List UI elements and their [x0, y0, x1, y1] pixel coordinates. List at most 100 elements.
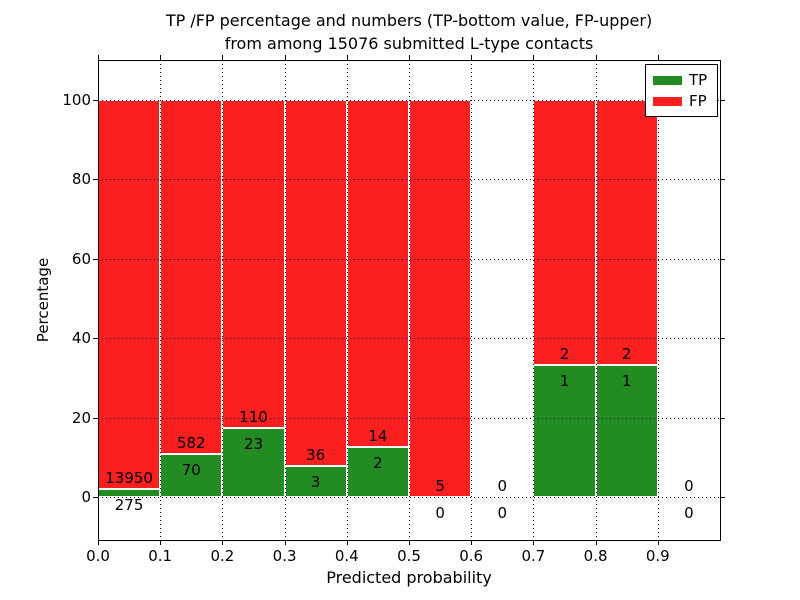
y-tick-80 — [93, 179, 98, 181]
v-gridline-0.9 — [657, 60, 659, 540]
bar-segment-fp-0.2-0.3 — [222, 99, 285, 429]
v-gridline-0.6 — [471, 60, 473, 540]
tp-count-label-0.1-0.2: 70 — [181, 461, 201, 480]
tp-legend-swatch-icon — [653, 75, 682, 85]
x-tick-label-0.2: 0.2 — [210, 547, 235, 565]
y-tick-right-0 — [720, 497, 725, 498]
bar-segment-tp-0.4-0.5 — [346, 447, 409, 497]
y-tick-40 — [93, 338, 98, 340]
bar-segment-tp-0.7-0.8 — [533, 364, 596, 497]
tp-count-label-0.2-0.3: 23 — [243, 435, 264, 454]
y-tick-right-20 — [720, 417, 725, 419]
y-tick-label-60: 60 — [71, 249, 91, 268]
bar-segment-fp-0.1-0.2 — [160, 99, 223, 455]
y-tick-right-60 — [720, 258, 725, 260]
x-tick-top-0.3 — [284, 55, 286, 60]
v-gridline-0.2 — [222, 60, 224, 540]
y-tick-label-20: 20 — [71, 408, 91, 427]
tp-count-label-0.6-0.7: 0 — [497, 504, 508, 522]
x-tick-label-0.0: 0.0 — [86, 547, 110, 565]
fp-count-label-0.0-0.1: 13950 — [105, 469, 153, 488]
y-tick-label-0: 0 — [81, 488, 91, 506]
x-tick-0.1 — [160, 540, 162, 545]
tp-count-label-0.4-0.5: 2 — [373, 454, 383, 473]
tp-count-label-0.0-0.1: 275 — [114, 496, 144, 515]
tp-count-label-0.8-0.9: 1 — [621, 371, 632, 390]
y-tick-label-80: 80 — [71, 170, 91, 189]
fp-count-label-0.1-0.2: 582 — [176, 434, 206, 453]
x-tick-0.7 — [533, 540, 535, 545]
x-tick-top-0.4 — [346, 55, 348, 60]
y-tick-60 — [93, 258, 98, 260]
v-gridline-0.8 — [595, 60, 597, 540]
fp-count-label-0.8-0.9: 2 — [621, 344, 632, 363]
y-tick-label-100: 100 — [62, 90, 91, 109]
x-tick-label-0.5: 0.5 — [397, 547, 421, 565]
fp-legend-swatch-icon — [653, 96, 682, 106]
x-tick-0.8 — [595, 540, 597, 545]
x-tick-label-0.6: 0.6 — [459, 547, 484, 565]
x-tick-0.4 — [346, 540, 348, 545]
x-tick-label-0.3: 0.3 — [272, 547, 297, 565]
bar-segment-tp-0.8-0.9 — [595, 364, 658, 497]
chart-title-line1: TP /FP percentage and numbers (TP-bottom… — [165, 11, 653, 30]
x-tick-0.0 — [98, 540, 99, 545]
bar-segment-tp-0.3-0.4 — [284, 466, 347, 497]
fp-count-label-0.7-0.8: 2 — [559, 344, 570, 363]
tp-count-label-0.5-0.6: 0 — [435, 504, 445, 522]
y-tick-100 — [93, 99, 98, 101]
x-tick-0.6 — [471, 540, 473, 545]
x-axis-title: Predicted probability — [326, 568, 492, 587]
x-tick-top-0.9 — [657, 55, 659, 60]
legend: TP FP — [645, 64, 718, 117]
chart-title-line2: from among 15076 submitted L-type contac… — [224, 34, 594, 53]
bar-segment-tp-0.2-0.3 — [222, 428, 285, 497]
tp-count-label-0.9-1.0: 0 — [684, 504, 694, 522]
bar-segment-fp-0.0-0.1 — [98, 99, 161, 490]
x-tick-label-0.1: 0.1 — [148, 547, 173, 565]
fp-count-label-0.2-0.3: 110 — [239, 408, 268, 427]
x-tick-0.9 — [657, 540, 659, 545]
x-tick-top-0.7 — [533, 55, 535, 60]
bar-segment-fp-0.5-0.6 — [409, 99, 472, 497]
tp-count-label-0.3-0.4: 3 — [310, 473, 321, 492]
fp-count-label-0.5-0.6: 5 — [435, 477, 445, 495]
v-gridline-0.4 — [346, 60, 348, 540]
legend-item-fp: FP — [646, 93, 717, 109]
y-tick-0 — [93, 497, 98, 498]
tp-count-label-0.7-0.8: 1 — [559, 371, 570, 390]
x-tick-top-0.5 — [409, 55, 410, 60]
fp-count-label-0.9-1.0: 0 — [684, 477, 694, 495]
x-tick-label-0.4: 0.4 — [334, 547, 359, 565]
x-tick-top-0.0 — [98, 55, 99, 60]
x-tick-top-0.6 — [471, 55, 473, 60]
x-tick-label-0.9: 0.9 — [645, 547, 670, 565]
v-gridline-0.3 — [284, 60, 286, 540]
bar-segment-fp-0.4-0.5 — [346, 99, 409, 448]
x-tick-0.2 — [222, 540, 224, 545]
y-axis-title: Percentage — [34, 257, 52, 343]
bar-segment-fp-0.8-0.9 — [595, 99, 658, 365]
y-tick-right-80 — [720, 179, 725, 181]
v-gridline-0.5 — [409, 60, 410, 540]
fp-count-label-0.6-0.7: 0 — [497, 477, 508, 495]
bar-segment-fp-0.3-0.4 — [284, 99, 347, 467]
x-tick-0.5 — [409, 540, 410, 545]
fp-legend-label: FP — [689, 92, 707, 110]
x-tick-top-0.8 — [595, 55, 597, 60]
y-tick-20 — [93, 417, 98, 419]
x-tick-top-0.1 — [160, 55, 162, 60]
fp-count-label-0.3-0.4: 36 — [306, 446, 326, 465]
y-tick-right-100 — [720, 99, 725, 101]
y-tick-label-40: 40 — [71, 329, 91, 348]
v-gridline-0.7 — [533, 60, 535, 540]
v-gridline-0.1 — [160, 60, 162, 540]
legend-item-tp: TP — [646, 72, 717, 88]
x-tick-label-0.7: 0.7 — [521, 547, 546, 565]
x-tick-label-0.8: 0.8 — [583, 547, 608, 565]
x-tick-top-0.2 — [222, 55, 224, 60]
tp-legend-label: TP — [689, 71, 708, 89]
x-tick-0.3 — [284, 540, 286, 545]
bar-segment-fp-0.7-0.8 — [533, 99, 596, 365]
